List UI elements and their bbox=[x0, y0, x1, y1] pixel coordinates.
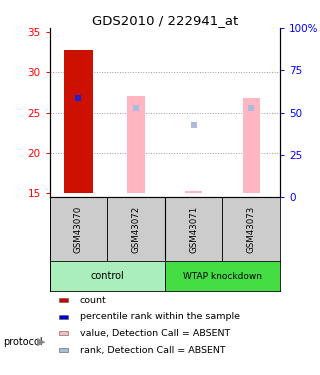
Bar bbox=[222, 197, 280, 261]
Bar bbox=[50, 261, 165, 291]
Text: percentile rank within the sample: percentile rank within the sample bbox=[80, 312, 240, 321]
Text: rank, Detection Call = ABSENT: rank, Detection Call = ABSENT bbox=[80, 345, 225, 354]
Bar bbox=[59, 332, 68, 335]
Text: value, Detection Call = ABSENT: value, Detection Call = ABSENT bbox=[80, 329, 230, 338]
Text: GSM43071: GSM43071 bbox=[189, 206, 198, 253]
Bar bbox=[59, 348, 68, 352]
Bar bbox=[107, 197, 165, 261]
Bar bbox=[127, 96, 145, 193]
Text: control: control bbox=[90, 272, 124, 281]
Text: protocol: protocol bbox=[3, 337, 43, 347]
Text: count: count bbox=[80, 296, 106, 304]
Text: GSM43073: GSM43073 bbox=[247, 206, 256, 253]
Text: GSM43072: GSM43072 bbox=[132, 206, 140, 253]
Bar bbox=[50, 197, 107, 261]
Bar bbox=[185, 190, 202, 193]
Bar bbox=[165, 261, 280, 291]
Text: GSM43070: GSM43070 bbox=[74, 206, 83, 253]
Bar bbox=[165, 197, 222, 261]
Title: GDS2010 / 222941_at: GDS2010 / 222941_at bbox=[92, 14, 238, 27]
Bar bbox=[59, 315, 68, 319]
Text: ▶: ▶ bbox=[37, 337, 45, 347]
Bar bbox=[64, 50, 93, 193]
Bar bbox=[59, 298, 68, 302]
Bar bbox=[243, 98, 260, 193]
Text: WTAP knockdown: WTAP knockdown bbox=[183, 272, 262, 281]
